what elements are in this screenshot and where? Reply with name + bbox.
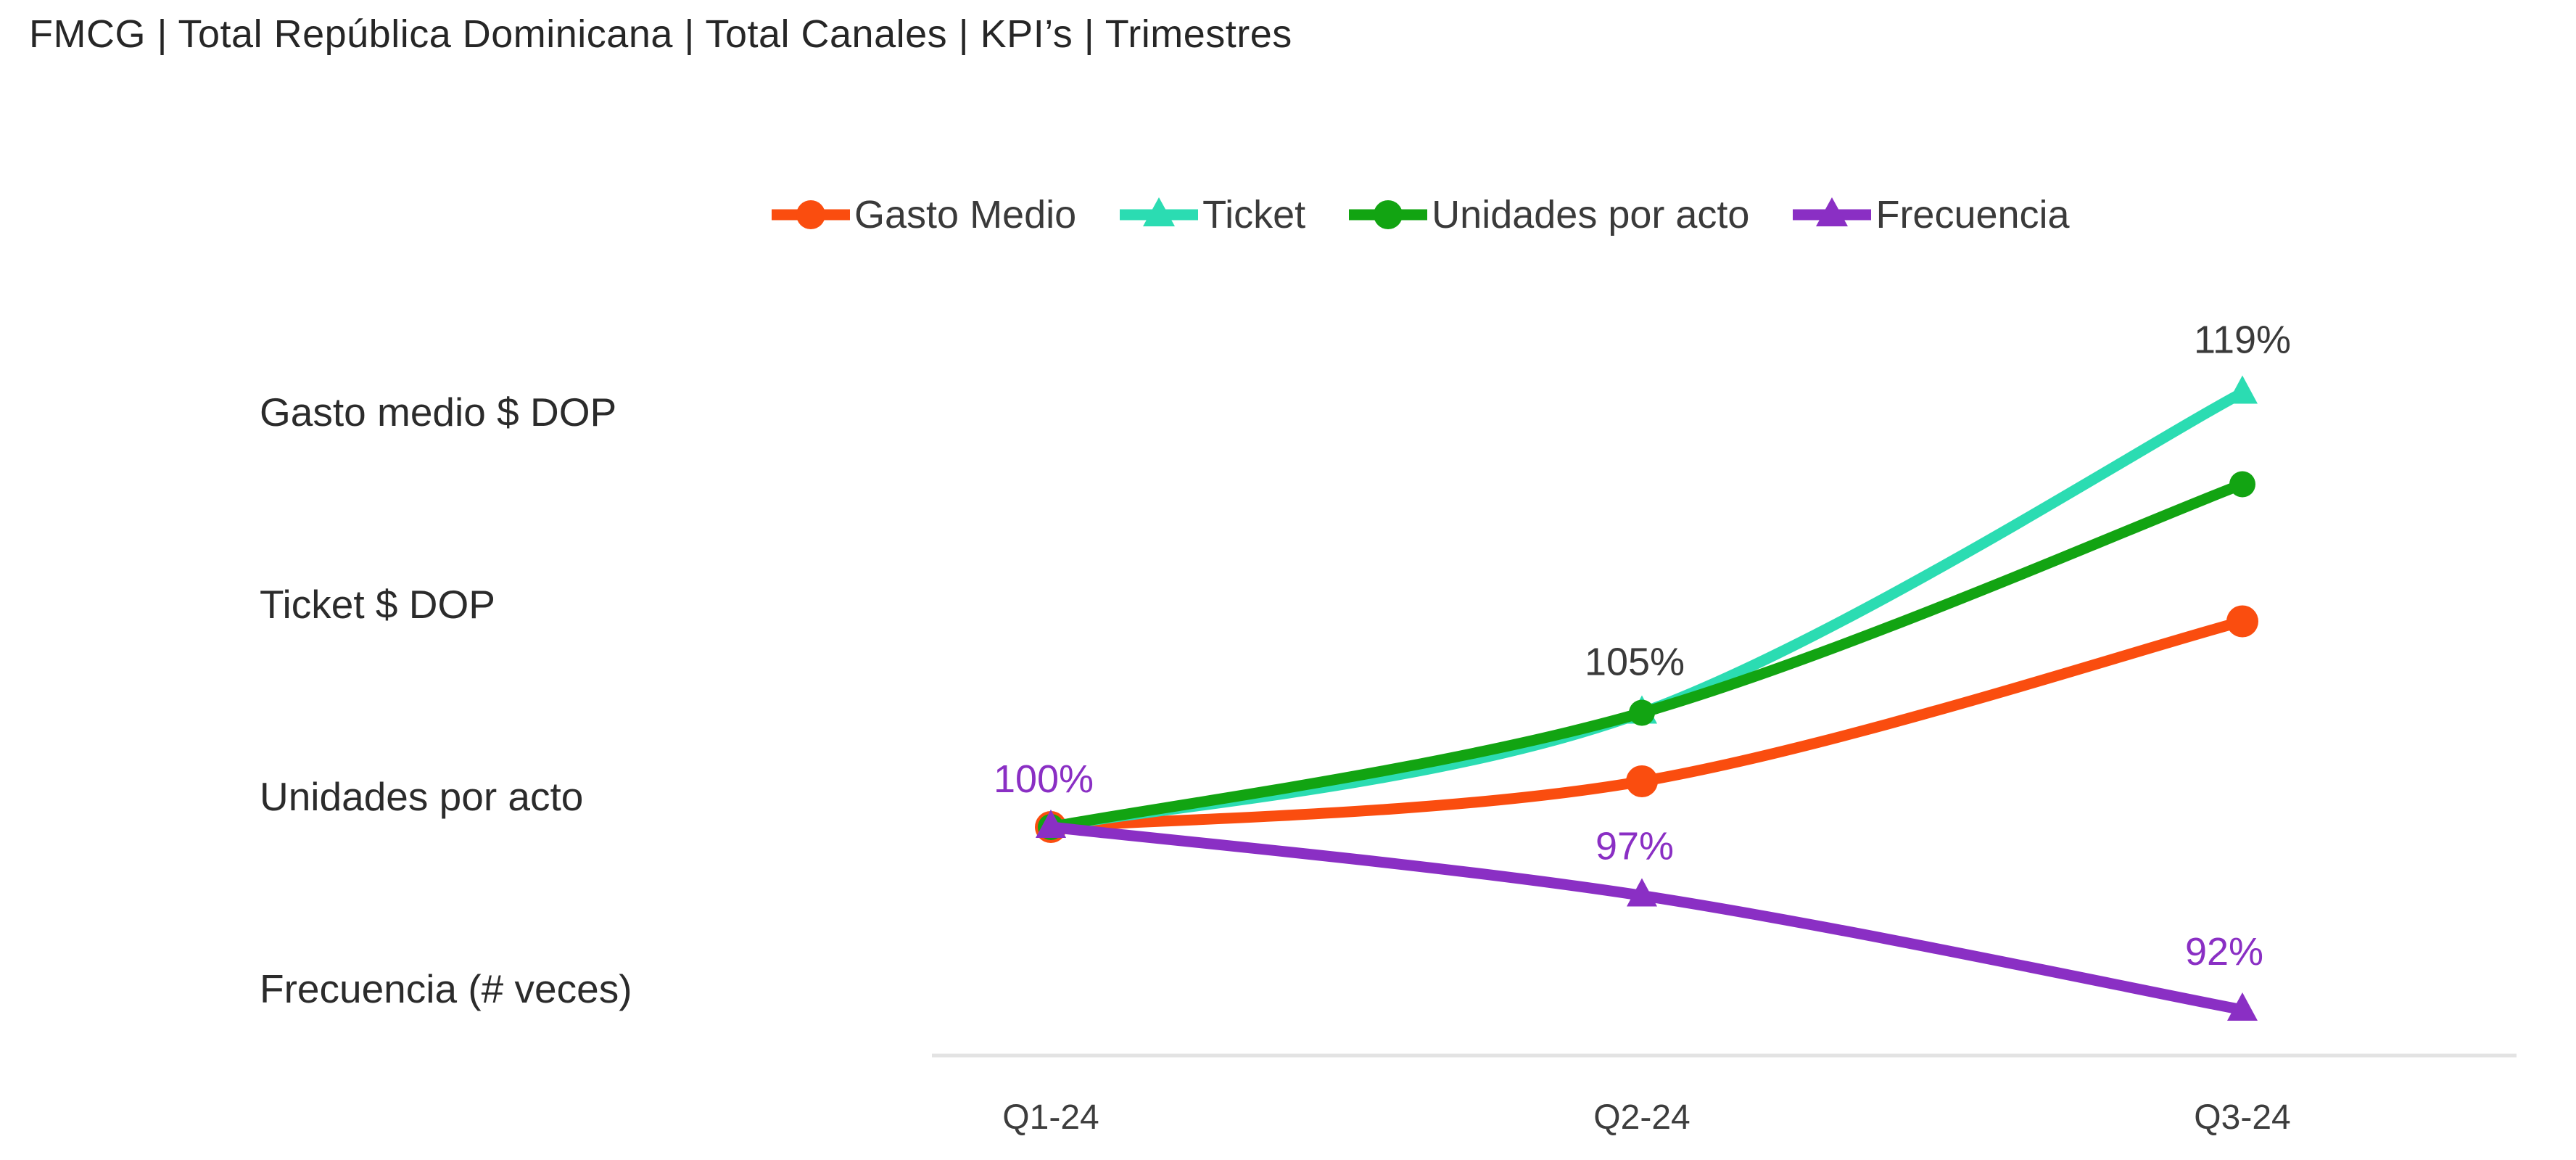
legend-swatch-frecuencia (1793, 197, 1872, 226)
legend-swatch-gasto-medio (772, 200, 850, 229)
legend-item-ticket[interactable]: Ticket (1118, 189, 1305, 241)
marker-frecuencia-Q2-24 (1627, 878, 1657, 907)
annotation-ticket-119pct: 119% (2194, 318, 2291, 362)
x-axis-label-q1-24: Q1-24 (1002, 1098, 1099, 1137)
legend: Gasto Medio Ticket Unidades por acto Fre… (770, 189, 2070, 241)
annotation-frecuencia-92pct: 92% (2185, 930, 2263, 974)
legend-item-frecuencia[interactable]: Frecuencia (1791, 189, 2070, 241)
legend-label-unidades-por-acto: Unidades por acto (1432, 193, 1750, 236)
x-axis-label-q3-24: Q3-24 (2194, 1098, 2290, 1137)
kpi-label-ticket: Ticket $ DOP (260, 582, 495, 627)
legend-swatch-ticket (1120, 197, 1199, 226)
chart-title: FMCG | Total República Dominicana | Tota… (29, 12, 1292, 56)
marker-unidades-por-acto-Q2-24 (1629, 699, 1655, 726)
marker-frecuencia-Q1-24 (1036, 810, 1066, 838)
legend-label-frecuencia: Frecuencia (1875, 193, 2070, 236)
x-axis-label-q2-24: Q2-24 (1593, 1098, 1690, 1137)
legend-triangle-marker-icon (1816, 197, 1849, 226)
legend-triangle-marker-icon (1143, 197, 1176, 226)
marker-frecuencia-Q3-24 (2227, 992, 2258, 1021)
legend-label-ticket: Ticket (1202, 193, 1306, 236)
annotation-frecuencia-100pct: 100% (994, 757, 1094, 801)
legend-swatch-unidades-por-acto (1349, 200, 1428, 229)
legend-circle-marker-icon (1374, 200, 1403, 229)
legend-label-gasto-medio: Gasto Medio (854, 193, 1077, 236)
marker-unidades-por-acto-Q3-24 (2229, 471, 2255, 498)
legend-circle-marker-icon (796, 200, 825, 229)
legend-item-gasto-medio[interactable]: Gasto Medio (770, 189, 1076, 241)
kpi-label-gasto-medio: Gasto medio $ DOP (260, 390, 617, 435)
legend-item-unidades-por-acto[interactable]: Unidades por acto (1347, 189, 1749, 241)
kpi-label-unidades-por-acto: Unidades por acto (260, 774, 584, 819)
marker-ticket-Q3-24 (2227, 375, 2258, 404)
kpi-label-frecuencia: Frecuencia (# veces) (260, 966, 632, 1011)
marker-gasto-medio-Q2-24 (1626, 765, 1658, 797)
annotation-ticket-105pct: 105% (1585, 641, 1685, 684)
marker-gasto-medio-Q3-24 (2226, 605, 2258, 638)
annotation-frecuencia-97pct: 97% (1595, 825, 1674, 868)
series-line-ticket (1045, 387, 2248, 833)
